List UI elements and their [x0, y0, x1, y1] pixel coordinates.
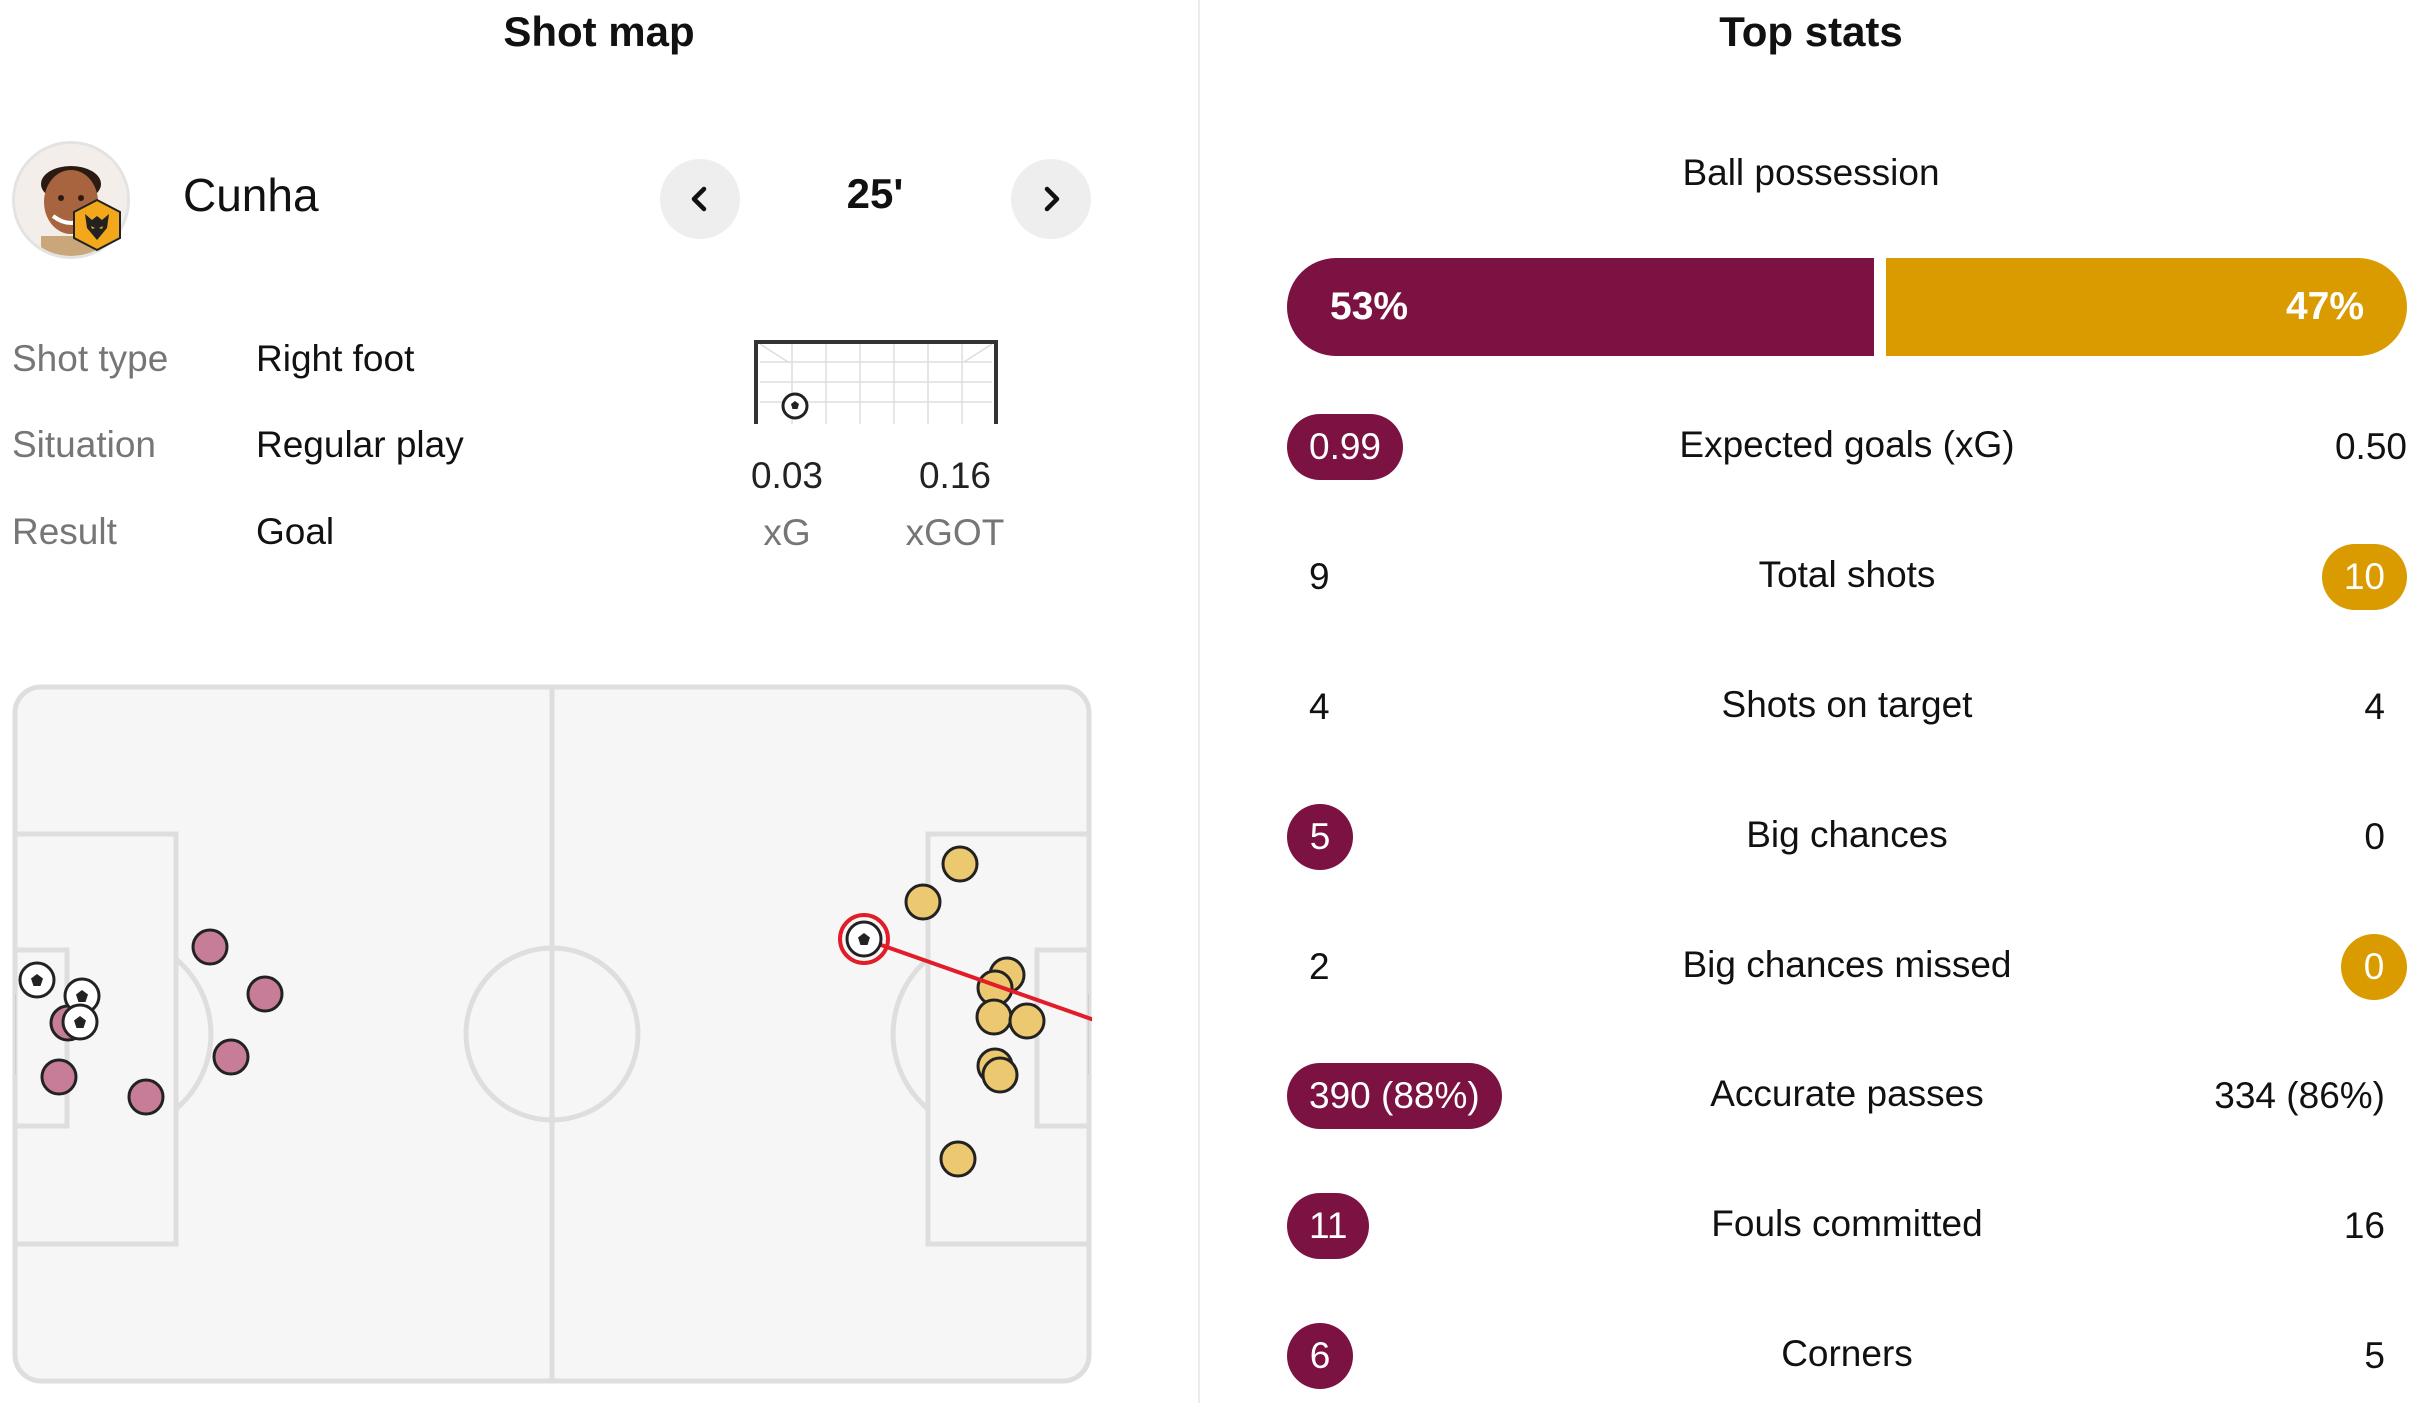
xg-label: xG	[763, 512, 811, 553]
stat-home-value: 6	[1287, 1323, 1353, 1389]
stat-away-value: 4	[2364, 686, 2385, 727]
stat-row-shots-on-target: 4 Shots on target 4	[1287, 674, 2407, 740]
stat-label: Expected goals (xG)	[1679, 424, 2015, 465]
stat-row-expected-goals: 0.99 Expected goals (xG) 0.50	[1287, 414, 2407, 480]
stat-label: Accurate passes	[1710, 1073, 1984, 1114]
possession-away-value: 47%	[2285, 285, 2364, 328]
goal-frame-icon	[754, 340, 998, 424]
stat-home-value: 5	[1287, 804, 1353, 870]
possession-away-bar: 47%	[1886, 258, 2407, 356]
stat-away-value: 0.50	[2334, 426, 2407, 467]
away-shot[interactable]	[904, 883, 942, 921]
stat-label: Corners	[1781, 1333, 1913, 1374]
shot-type-label: Shot type	[12, 338, 169, 379]
away-shot[interactable]	[1008, 1002, 1046, 1040]
stat-row-total-shots: 9 Total shots 10	[1287, 544, 2407, 610]
top-stats-title: Top stats	[1719, 8, 1903, 55]
player-avatar[interactable]	[12, 141, 130, 259]
xgot-label: xGOT	[905, 512, 1005, 553]
away-shot[interactable]	[939, 1140, 977, 1178]
xg-value: 0.03	[750, 455, 823, 496]
situation-label: Situation	[12, 424, 156, 465]
home-goal-ball-icon[interactable]	[61, 1003, 99, 1041]
possession-home-value: 53%	[1330, 285, 1409, 328]
possession-home-bar: 53%	[1287, 258, 1874, 356]
away-shot[interactable]	[981, 1056, 1019, 1094]
stat-home-value: 0.99	[1287, 414, 1404, 480]
stat-away-value: 16	[2343, 1205, 2385, 1246]
result-label: Result	[12, 511, 117, 552]
selected-goal-ball-icon[interactable]	[838, 913, 890, 965]
stat-home-value: 390 (88%)	[1287, 1063, 1502, 1129]
shot-type-value: Right foot	[256, 338, 415, 379]
chevron-right-icon	[1044, 186, 1060, 212]
stat-label: Total shots	[1758, 554, 1936, 595]
top-stats-panel: Top stats Ball possession 53% 47% 0.99 E…	[1200, 0, 2422, 1403]
stat-away-value: 10	[2321, 544, 2407, 610]
stat-row-big-chances-missed: 2 Big chances missed 0	[1287, 934, 2407, 1000]
away-shot-markers	[904, 845, 1046, 1178]
football-pitch	[12, 684, 1092, 1384]
next-shot-button[interactable]	[1011, 159, 1091, 239]
player-name[interactable]: Cunha	[183, 169, 319, 221]
club-badge-icon	[70, 198, 124, 252]
stat-home-value: 4	[1309, 686, 1330, 727]
xgot-value: 0.16	[918, 455, 991, 496]
stat-label: Shots on target	[1721, 684, 1973, 725]
stat-home-value: 9	[1309, 556, 1330, 597]
stat-label: Big chances	[1746, 814, 1948, 855]
stat-away-value: 5	[2364, 1335, 2385, 1376]
stat-away-value: 0	[2341, 934, 2407, 1000]
stat-row-accurate-passes: 390 (88%) Accurate passes 334 (86%)	[1287, 1063, 2407, 1129]
stat-row-big-chances: 5 Big chances 0	[1287, 804, 2407, 870]
home-shot[interactable]	[212, 1038, 250, 1076]
previous-shot-button[interactable]	[660, 159, 740, 239]
home-goal-ball-icon[interactable]	[18, 961, 56, 999]
chevron-left-icon	[691, 186, 707, 212]
result-value: Goal	[256, 511, 335, 552]
stat-row-fouls-committed: 11 Fouls committed 16	[1287, 1193, 2407, 1259]
situation-value: Regular play	[256, 424, 464, 465]
away-shot[interactable]	[975, 998, 1013, 1036]
stat-row-corners: 6 Corners 5	[1287, 1323, 2407, 1389]
possession-label: Ball possession	[1682, 152, 1940, 193]
shot-minute: 25'	[846, 170, 904, 217]
home-shot[interactable]	[246, 975, 284, 1013]
home-goal-markers	[18, 961, 101, 1041]
home-shot[interactable]	[127, 1078, 165, 1116]
stat-away-value: 334 (86%)	[2214, 1075, 2385, 1116]
shot-map-panel: Shot map Cunha 25' Shot type Right	[0, 0, 1198, 1403]
home-shot[interactable]	[40, 1058, 78, 1096]
shot-trajectory-line	[863, 937, 1092, 1022]
stat-label: Big chances missed	[1682, 944, 2012, 985]
stat-home-value: 11	[1287, 1193, 1370, 1259]
stat-label: Fouls committed	[1711, 1203, 1983, 1244]
stat-away-value: 0	[2364, 816, 2385, 857]
shot-map-title: Shot map	[503, 8, 695, 55]
away-shot[interactable]	[941, 845, 979, 883]
panel-divider	[1198, 0, 1200, 1403]
home-shot[interactable]	[191, 928, 229, 966]
stat-home-value: 2	[1309, 946, 1330, 987]
